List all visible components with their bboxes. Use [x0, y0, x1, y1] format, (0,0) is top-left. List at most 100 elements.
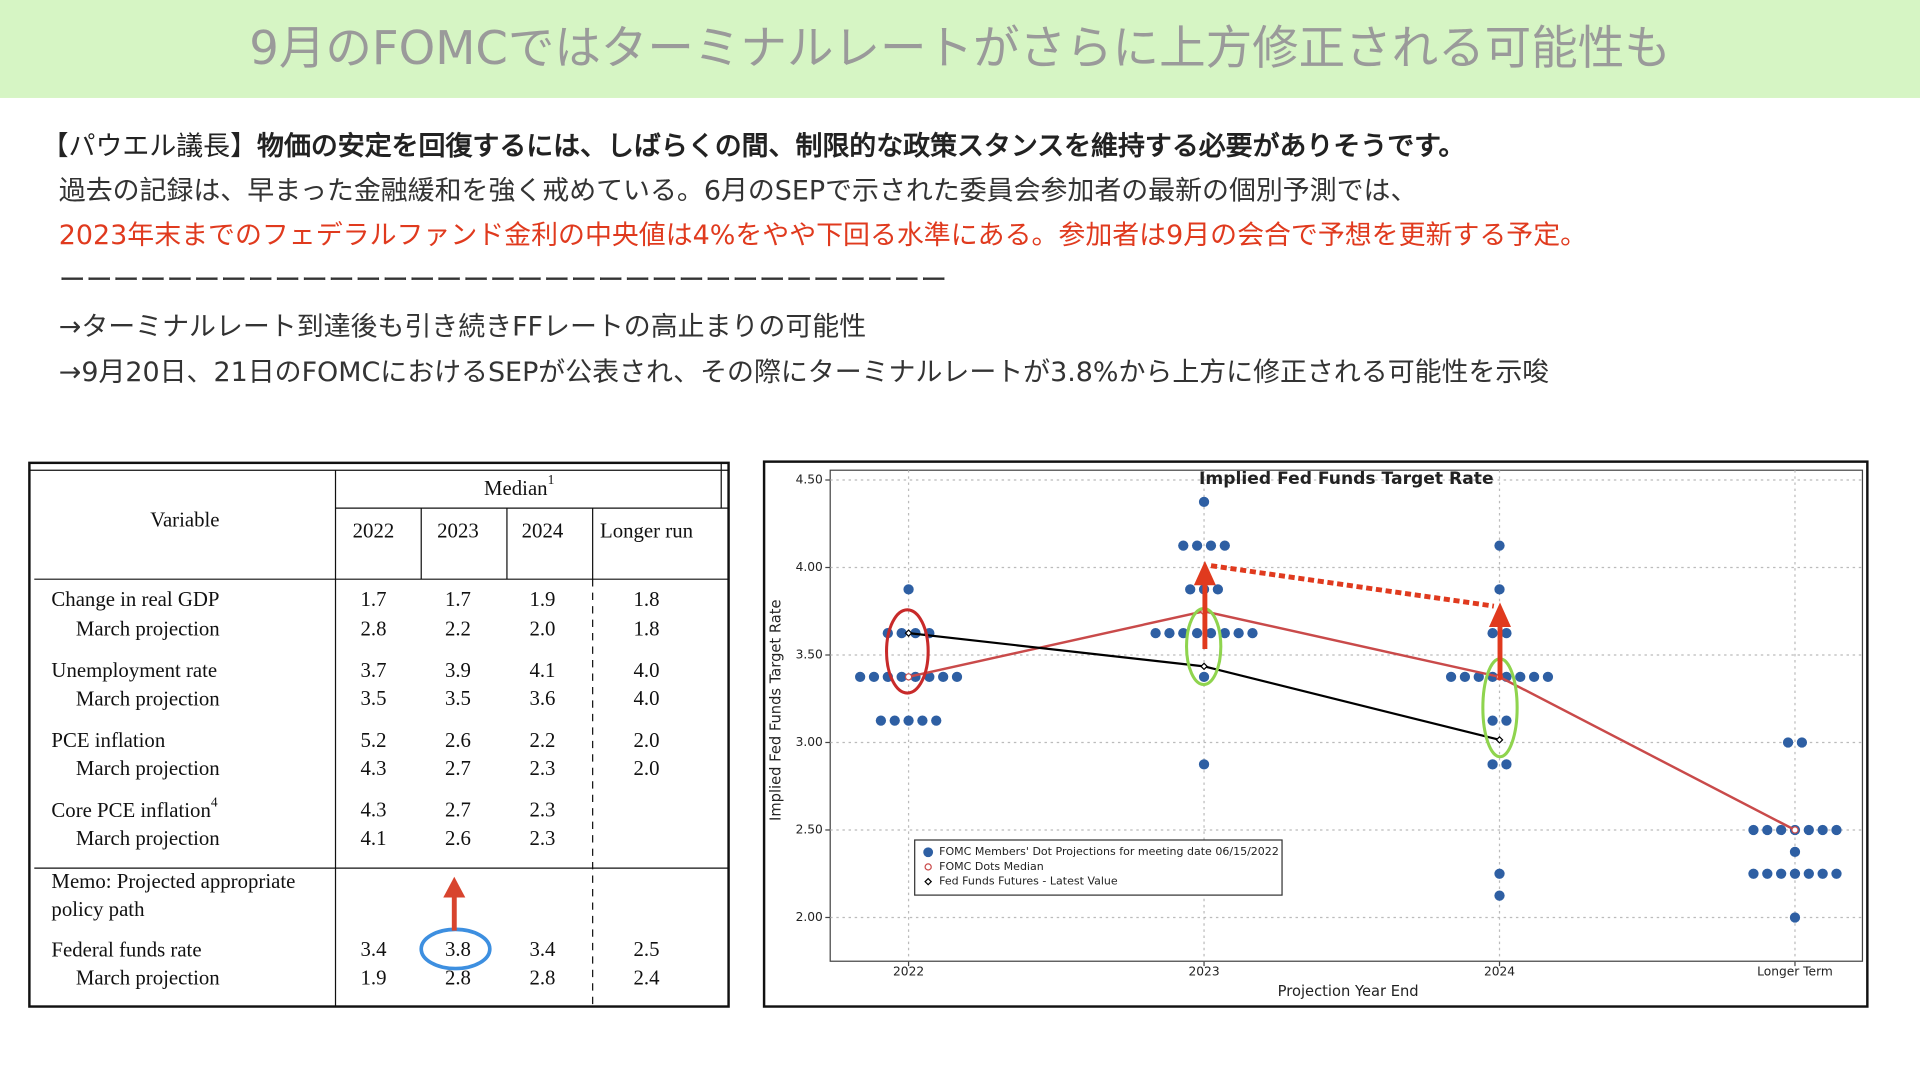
dot: [1212, 584, 1224, 595]
chart-title: Implied Fed Funds Target Rate: [1199, 469, 1494, 489]
table-cell: 4.0: [634, 686, 660, 710]
dot: [896, 627, 907, 639]
table-header: Variable: [150, 507, 219, 531]
table-cell: 3.7: [360, 658, 386, 682]
column-header-box: 2024: [522, 519, 564, 542]
table-cell: 2.3: [529, 798, 555, 822]
table-cell: 2.2: [445, 616, 471, 640]
arrow-head: [1193, 560, 1216, 586]
dot: [1205, 540, 1217, 551]
group-header-text: Median: [484, 476, 548, 500]
row-label-text: PCE inflation: [51, 728, 165, 752]
row-label: March projection: [76, 616, 220, 640]
table-cell: 2.7: [445, 756, 471, 780]
legend-label: FOMC Dots Median: [939, 860, 1044, 873]
dot: [1494, 868, 1505, 879]
dot: [1198, 759, 1210, 770]
column-header-box: Longer run: [600, 519, 693, 542]
body-line: 過去の記録は、早まった金融緩和を強く戒めている。6月のSEPで示された委員会参加…: [59, 176, 1418, 207]
dot: [1198, 671, 1210, 683]
y-tick-label: 3.50: [796, 647, 823, 661]
row-label-text: March projection: [76, 965, 220, 989]
dot: [1219, 627, 1230, 639]
x-tick-label: 2023: [1188, 965, 1219, 979]
dot: [1776, 868, 1787, 879]
dot: [1789, 912, 1801, 923]
memo-box: Memo: Projected appropriate policy path: [51, 869, 295, 920]
legend-box: [914, 839, 1283, 896]
row-label: March projection: [76, 965, 220, 989]
y-tick-label: 3.00: [796, 735, 823, 749]
table-cell: 2.6: [445, 728, 471, 752]
futures-marker: [1200, 662, 1208, 671]
dot: [1494, 890, 1505, 901]
dot: [1831, 824, 1842, 836]
dot: [951, 671, 963, 683]
dot: [1803, 868, 1814, 879]
annotation-dotted-line: [1210, 563, 1495, 609]
dot: [1459, 671, 1471, 683]
table-cell: 4.0: [634, 658, 660, 682]
legend-label: Fed Funds Futures - Latest Value: [939, 875, 1118, 888]
table-cell: 2.7: [445, 798, 471, 822]
column-header: 2023: [437, 519, 479, 543]
y-tick-label: 4.50: [796, 473, 823, 487]
table-cell: 1.9: [529, 587, 555, 611]
dot: [1233, 627, 1244, 639]
row-label: March projection: [76, 686, 220, 710]
dot: [1219, 540, 1230, 551]
group-header: Median1: [484, 472, 554, 499]
row-label: Change in real GDP: [51, 587, 219, 611]
dot: [924, 671, 935, 683]
table-cell: 1.8: [634, 587, 660, 611]
table-cell: 2.8: [360, 616, 386, 640]
dot: [1515, 671, 1526, 683]
table-cell: 1.9: [360, 965, 386, 989]
table-cell: 4.3: [360, 798, 386, 822]
dot: [1817, 868, 1828, 879]
dot: [889, 715, 900, 726]
row-label-text: March projection: [76, 756, 220, 780]
dot: [1782, 737, 1794, 748]
futures-marker: [1495, 735, 1504, 744]
dot: [1205, 627, 1217, 639]
table-cell: 5.2: [360, 728, 386, 752]
row-label-text: Unemployment rate: [51, 658, 217, 682]
y-tick-label: 2.00: [796, 910, 823, 924]
table-cell: 2.0: [634, 756, 660, 780]
projection-table: Variable Median1 2022 2023 2024 Longer run Cha…: [28, 461, 730, 1008]
body-line: →9月20日、21日のFOMCにおけるSEPが公表され、その際にターミナルレート…: [59, 357, 1550, 388]
table-cell: 4.1: [360, 826, 386, 850]
legend-median: [924, 863, 932, 871]
speaker: 【パウエル議長】: [42, 130, 257, 161]
y-tick-label: 4.00: [796, 560, 823, 574]
dot: [938, 671, 949, 683]
row-label: Core PCE inflation4: [51, 794, 217, 821]
x-axis-label: Projection Year End: [1278, 983, 1419, 1000]
body-line: →ターミナルレート到達後も引き続きFFレートの高止まりの可能性: [59, 312, 866, 343]
x-tick-label: 2024: [1484, 965, 1515, 979]
table-cell: 4.1: [529, 658, 555, 682]
chart: 4.50 4.00 3.50 3.00 2.50 2.00 2022 2023 2024 Long…: [767, 469, 1864, 1000]
x-tick-label: 2022: [893, 965, 924, 979]
column-header-box: 2023: [437, 519, 479, 543]
row-label-text: March projection: [76, 826, 220, 850]
column-header-box: 2022: [353, 519, 395, 542]
dot: [868, 671, 880, 683]
dot: [1487, 759, 1498, 770]
legend-futures: [924, 877, 933, 886]
table-cell: 3.6: [529, 686, 555, 710]
row-label-text: Federal funds rate: [51, 937, 201, 961]
row-label-text: March projection: [76, 686, 220, 710]
row-label-text: March projection: [76, 616, 220, 640]
table-cell: 2.5: [634, 937, 660, 961]
table-cell: 2.3: [529, 826, 555, 850]
dot: [1164, 627, 1175, 639]
table-cell: 2.0: [529, 616, 555, 640]
group-note: 1: [548, 472, 555, 487]
dot: [1501, 759, 1512, 770]
dot: [1494, 540, 1505, 551]
y-axis-label: Implied Fed Funds Target Rate: [767, 599, 784, 821]
dot: [1776, 824, 1787, 836]
